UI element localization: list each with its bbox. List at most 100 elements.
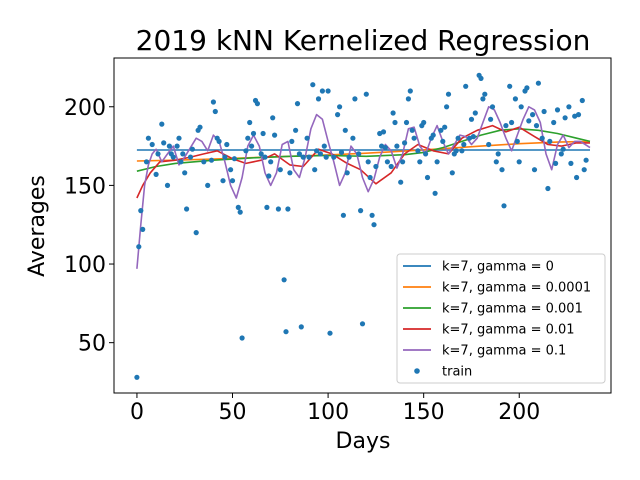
scatter-point [415, 148, 421, 154]
scatter-point [344, 170, 350, 176]
legend-item-k-7-gamma-0-01: k=7, gamma = 0.01 [403, 323, 575, 338]
scatter-point [184, 206, 190, 212]
scatter-point [327, 330, 333, 336]
scatter-point [558, 151, 564, 157]
y-tick-label: 50 [78, 332, 106, 357]
scatter-point [398, 179, 404, 185]
scatter-point [266, 173, 272, 179]
scatter-point [547, 138, 553, 144]
scatter-point [270, 115, 276, 121]
scatter-point [568, 160, 574, 166]
scatter-point [350, 135, 356, 141]
y-axis: 50 100 150 200 [64, 96, 114, 357]
scatter-point [503, 123, 509, 129]
scatter-point [254, 101, 260, 107]
legend: k=7, gamma = 0 k=7, gamma = 0.0001 k=7, ga… [396, 253, 606, 384]
scatter-point [258, 151, 264, 157]
scatter-point [365, 159, 371, 165]
scatter-point [325, 88, 331, 94]
scatter-point [159, 121, 165, 127]
legend-item-k-7-gamma-0-001: k=7, gamma = 0.001 [403, 302, 583, 317]
scatter-point [478, 75, 484, 81]
scatter-point [554, 107, 561, 113]
scatter-point [285, 206, 291, 212]
scatter-point [356, 151, 362, 157]
scatter-point [212, 108, 218, 115]
scatter-point [170, 154, 176, 160]
scatter-point [516, 159, 522, 165]
scatter-point [551, 119, 557, 126]
scatter-point [539, 135, 545, 141]
scatter-point [388, 163, 394, 170]
scatter-point [312, 167, 318, 173]
legend-label: train [442, 365, 472, 380]
scatter-point [235, 204, 241, 210]
scatter-point [402, 140, 408, 146]
scatter-point [514, 138, 520, 144]
scatter-point [562, 115, 568, 121]
scatter-point [486, 141, 492, 148]
scatter-point [403, 119, 410, 126]
scatter-point [260, 130, 266, 137]
x-tick-label: 0 [130, 400, 144, 425]
scatter-point [287, 170, 293, 176]
legend-label: k=7, gamma = 0 [442, 260, 554, 275]
scatter-point [283, 329, 289, 335]
scatter-point [222, 154, 228, 160]
scatter-point [445, 91, 452, 97]
scatter-point [541, 108, 547, 115]
scatter-point [560, 146, 566, 152]
y-tick-label: 200 [64, 96, 106, 121]
scatter-point [371, 222, 377, 228]
scatter-point [545, 185, 551, 192]
scatter-point [459, 148, 465, 154]
scatter-point [197, 124, 203, 130]
scatter-layer [134, 72, 589, 380]
scatter-point [174, 143, 180, 149]
scatter-point [363, 91, 369, 97]
scatter-point [275, 206, 281, 212]
scatter-point [438, 127, 444, 133]
scatter-point [268, 159, 274, 165]
legend-item-k-7-gamma-0: k=7, gamma = 0 [403, 260, 554, 275]
scatter-point [575, 112, 582, 118]
scatter-point [583, 157, 589, 163]
scatter-point [338, 149, 345, 155]
scatter-point [228, 167, 234, 173]
scatter-point [243, 148, 249, 154]
scatter-point [531, 167, 538, 173]
scatter-point [300, 154, 306, 160]
scatter-point [337, 104, 343, 110]
scatter-point [472, 110, 478, 116]
scatter-point [482, 91, 488, 97]
scatter-point [224, 141, 230, 148]
scatter-point [189, 146, 195, 152]
scatter-point [346, 154, 352, 160]
legend-label: k=7, gamma = 0.0001 [442, 281, 591, 296]
scatter-point [180, 151, 186, 157]
scatter-point [421, 119, 427, 126]
scatter-point [237, 209, 243, 215]
scatter-point [480, 96, 486, 102]
scatter-point [526, 118, 532, 124]
scatter-point [335, 112, 341, 118]
scatter-point [306, 154, 312, 160]
scatter-point [210, 99, 216, 105]
x-tick-label: 150 [403, 400, 445, 425]
scatter-point [136, 244, 142, 250]
scatter-point [466, 135, 473, 141]
legend-item-k-7-gamma-0-0001: k=7, gamma = 0.0001 [403, 281, 591, 296]
scatter-point [281, 277, 287, 283]
scatter-point [138, 208, 144, 214]
scatter-point [340, 212, 346, 218]
legend-label: k=7, gamma = 0.01 [442, 323, 575, 338]
scatter-point [323, 154, 329, 160]
scatter-point [423, 151, 429, 157]
scatter-point [434, 159, 440, 165]
chart-title: 2019 kNN Kernelized Regression [136, 24, 591, 57]
y-axis-label: Averages [25, 175, 50, 277]
scatter-point [507, 83, 513, 89]
scatter-point [315, 96, 322, 102]
scatter-point [319, 88, 325, 94]
